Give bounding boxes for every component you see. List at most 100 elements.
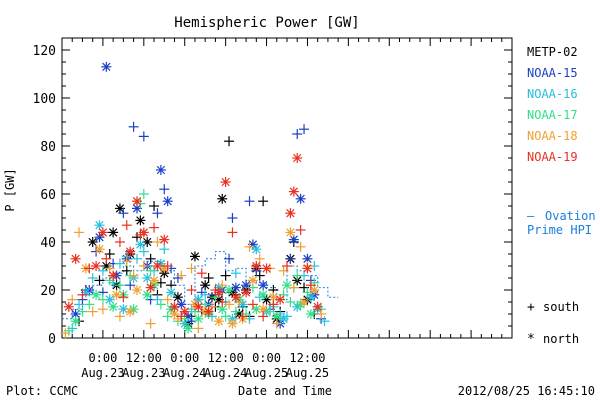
data-point: [155, 299, 166, 310]
data-point: [247, 275, 258, 286]
data-point: [305, 280, 316, 291]
data-point: [128, 121, 139, 132]
data-point: [261, 263, 272, 274]
data-point: [220, 311, 231, 322]
data-point: [108, 227, 119, 238]
data-point: [97, 227, 108, 238]
data-point: [149, 275, 160, 286]
data-point: [295, 225, 306, 235]
data-point: [220, 177, 231, 187]
data-point: [135, 215, 146, 226]
data-point: [258, 289, 269, 300]
data-point: [275, 294, 286, 305]
data-point: [60, 328, 71, 339]
data-point: [155, 277, 166, 288]
data-point: [264, 306, 275, 317]
data-point: [179, 306, 190, 317]
x-tick-label-date: Aug.23: [122, 366, 165, 380]
x-tick-label-time: 0:00: [88, 351, 117, 365]
data-point: [258, 311, 269, 322]
legend-item: NOAA-18: [527, 129, 578, 143]
data-point: [193, 294, 204, 305]
data-point: [149, 201, 160, 211]
data-point: [172, 292, 183, 303]
data-point: [200, 289, 211, 300]
data-point: [251, 244, 262, 255]
data-point: [118, 208, 129, 219]
north-marker-label: north: [543, 332, 579, 346]
data-point: [159, 244, 170, 255]
x-tick-label-date: Aug.24: [204, 366, 247, 380]
data-point: [162, 261, 173, 271]
data-point: [87, 306, 98, 317]
data-point: [138, 246, 149, 257]
data-point: [125, 306, 136, 317]
marker-legend: + south * north: [527, 300, 579, 347]
x-tick-label-date: Aug.24: [163, 366, 206, 380]
y-axis-label: P [GW]: [3, 168, 17, 211]
legend-item: NOAA-19: [527, 150, 578, 164]
data-point: [230, 292, 241, 303]
data-point: [166, 287, 177, 298]
data-point: [155, 165, 166, 175]
data-point: [121, 256, 132, 267]
data-point: [74, 299, 85, 310]
data-point: [70, 253, 81, 264]
data-point: [224, 253, 235, 264]
y-tick-label: 20: [40, 284, 56, 299]
data-point: [84, 299, 95, 310]
data-point: [138, 261, 149, 271]
data-point: [285, 297, 296, 307]
legend: METP-02 NOAA-15 NOAA-16 NOAA-17 NOAA-18 NOAA-…: [527, 45, 578, 164]
x-axis: 0:00Aug.2312:00Aug.230:00Aug.2412:00Aug.…: [61, 38, 513, 380]
data-point: [138, 227, 149, 238]
data-point: [152, 237, 163, 247]
data-point: [94, 275, 105, 286]
data-point: [312, 301, 323, 312]
data-point: [125, 246, 136, 257]
data-point: [189, 251, 200, 262]
data-point: [285, 253, 296, 264]
legend-item: NOAA-17: [527, 108, 578, 122]
data-point: [152, 208, 163, 219]
data-point: [91, 261, 102, 271]
data-point: [268, 299, 279, 310]
data-point: [271, 318, 282, 329]
data-point: [162, 294, 173, 305]
data-point: [145, 318, 156, 329]
data-point: [203, 306, 214, 317]
data-point: [162, 196, 173, 207]
data-point: [251, 304, 262, 315]
legend-item: NOAA-15: [527, 66, 578, 80]
x-tick-label-time: 12:00: [289, 351, 325, 365]
data-point: [288, 234, 299, 245]
south-marker-symbol: +: [527, 300, 535, 315]
data-point: [121, 220, 132, 231]
data-point: [251, 261, 262, 271]
data-point: [159, 234, 170, 245]
data-point: [114, 280, 125, 291]
ovation-legend-line2: Prime HPI: [527, 223, 592, 237]
footer-timestamp: 2012/08/25 16:45:10: [458, 384, 595, 398]
x-tick-label-time: 12:00: [126, 351, 162, 365]
x-tick-label-time: 12:00: [208, 351, 244, 365]
data-point: [118, 292, 129, 303]
data-point: [87, 273, 98, 283]
data-point: [224, 285, 235, 295]
data-point: [292, 153, 303, 163]
data-point: [295, 193, 306, 204]
x-tick-label-time: 0:00: [170, 351, 199, 365]
data-point: [138, 131, 149, 142]
data-point: [258, 196, 269, 207]
data-point: [132, 196, 142, 207]
ovation-legend: – Ovation Prime HPI: [527, 209, 596, 237]
data-point: [230, 282, 241, 293]
data-point: [176, 270, 187, 281]
data-point: [217, 297, 228, 307]
data-point: [288, 186, 299, 197]
data-point: [282, 311, 292, 322]
data-point: [299, 124, 310, 135]
data-point: [299, 297, 310, 307]
data-point: [227, 227, 238, 238]
